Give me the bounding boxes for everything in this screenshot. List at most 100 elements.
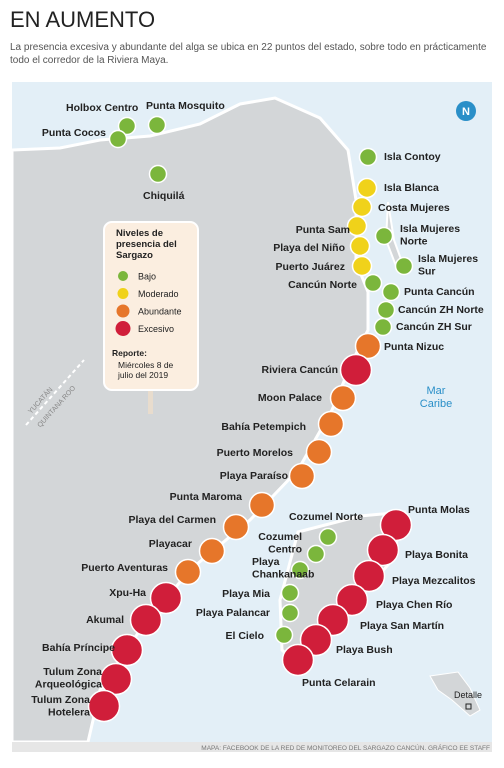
sargazo-point	[346, 215, 368, 237]
mexico-detail	[429, 671, 481, 717]
sargazo-point	[329, 384, 357, 412]
sargazo-point	[87, 689, 121, 723]
sargazo-point	[363, 273, 383, 293]
sargazo-point	[306, 544, 326, 564]
point-label-line: Punta Nizuc	[384, 341, 444, 353]
sargazo-point	[335, 583, 369, 617]
sargazo-point	[274, 625, 294, 645]
point-label-line: Puerto Juárez	[276, 261, 345, 273]
point-label: Costa Mujeres	[378, 202, 450, 214]
point-label-line: Playa del Carmen	[128, 514, 216, 526]
sargazo-point	[394, 256, 414, 276]
point-label: Isla Blanca	[384, 182, 439, 194]
legend-box	[103, 221, 199, 391]
legend-label: Abundante	[138, 307, 182, 317]
point-label-line: Punta Mosquito	[146, 100, 225, 112]
point-label-line: Cancún Norte	[288, 279, 357, 291]
point-label: Playa Paraíso	[220, 470, 288, 482]
point-label: Xpu-Ha	[109, 587, 146, 599]
point-label-line: Playa Mia	[222, 588, 270, 600]
report-text: Miércoles 8 de julio del 2019	[117, 360, 174, 380]
point-label-line: Puerto Morelos	[217, 447, 294, 459]
point-label: Bahía Petempich	[221, 421, 306, 433]
sargazo-point	[147, 115, 167, 135]
sargazo-point	[222, 513, 250, 541]
point-label: Isla Mujeres Sur	[418, 253, 478, 278]
sargazo-point	[373, 317, 393, 337]
point-label-line: Playa del Niño	[273, 242, 345, 254]
sargazo-point	[290, 560, 310, 580]
point-label-line: Bahía Petempich	[221, 421, 306, 433]
point-label-line: Punta Cancún	[404, 286, 475, 298]
sargazo-point	[356, 177, 378, 199]
sea-label: Mar Caribe	[420, 385, 452, 410]
point-label: Punta Molas	[408, 504, 470, 516]
point-label: Punta Nizuc	[384, 341, 444, 353]
sargazo-point	[99, 662, 133, 696]
sargazo-point	[358, 147, 378, 167]
legend-title: Niveles de presencia del Sargazo	[116, 228, 177, 261]
point-label-line: Playa	[252, 556, 280, 568]
point-label-line: Isla Mujeres	[418, 253, 478, 265]
point-label: Playa Mezcalitos	[392, 575, 476, 587]
sargazo-point	[149, 581, 183, 615]
point-label-line: Isla Mujeres	[400, 223, 460, 235]
point-label-line: Tulum Zona	[43, 666, 102, 678]
sargazo-point	[108, 129, 128, 149]
point-label: Cancún ZH Sur	[396, 321, 472, 333]
point-label-line: Punta Cocos	[42, 127, 106, 139]
point-label: Punta Cocos	[42, 127, 106, 139]
compass	[456, 101, 476, 121]
point-label-line: Playa San Martín	[360, 620, 444, 632]
sargazo-point	[174, 558, 202, 586]
sargazo-point	[376, 300, 396, 320]
point-label: Bahía Príncipe	[42, 642, 115, 654]
point-label: Chiquilá	[143, 190, 185, 202]
legend-label: Bajo	[138, 272, 156, 282]
point-label: Playa Chankanaab	[252, 556, 314, 581]
point-label: Moon Palace	[258, 392, 322, 404]
point-label: Playa Palancar	[196, 607, 270, 619]
sargazo-point	[148, 164, 168, 184]
point-label-line: Playa Bonita	[405, 549, 468, 561]
sargazo-point	[280, 603, 300, 623]
point-label-line: Sur	[418, 266, 436, 278]
point-label: Tulum Zona Hotelera	[31, 694, 90, 719]
point-label: Isla Mujeres Norte	[400, 223, 460, 248]
subtitle: La presencia excesiva y abundante del al…	[10, 42, 487, 66]
point-label-line: Punta Celarain	[302, 677, 376, 689]
point-label: Playa Chen Río	[376, 599, 452, 611]
point-label-line: Playa Palancar	[196, 607, 270, 619]
point-label-line: Hotelera	[48, 707, 90, 719]
legend-swatch	[117, 288, 129, 299]
sargazo-point	[110, 633, 144, 667]
legend-items: Bajo Moderado Abundante Excesivo	[115, 271, 182, 336]
point-label: Punta Cancún	[404, 286, 475, 298]
point-label: Playa Mia	[222, 588, 270, 600]
point-label-line: Centro	[268, 544, 302, 556]
point-label-line: Playacar	[149, 538, 192, 550]
report-label: Reporte:	[112, 348, 147, 358]
point-label-line: Costa Mujeres	[378, 202, 450, 214]
point-label-line: Cancún ZH Sur	[396, 321, 472, 333]
points: Holbox Centro Punta Mosquito Punta Cocos Ch…	[31, 100, 484, 723]
legend-label: Excesivo	[138, 324, 174, 334]
point-label-line: Puerto Aventuras	[81, 562, 168, 574]
point-label-line: Playa Mezcalitos	[392, 575, 476, 587]
sargazo-point	[352, 559, 386, 593]
title: EN AUMENTO	[10, 7, 155, 32]
detail-label: Detalle	[454, 690, 482, 700]
point-label-line: Playa Chen Río	[376, 599, 452, 611]
state-border	[25, 359, 85, 426]
point-label: Akumal	[86, 614, 124, 626]
sargazo-point	[281, 643, 315, 677]
point-label: Punta Celarain	[302, 677, 376, 689]
point-label: Playacar	[149, 538, 192, 550]
legend-swatch	[115, 321, 131, 336]
sargazo-point	[288, 462, 316, 490]
footer-credit: MAPA: FACEBOOK DE LA RED DE MONITOREO DE…	[201, 743, 490, 752]
sargazo-point	[117, 116, 137, 136]
point-label-line: Playa Paraíso	[220, 470, 288, 482]
point-label-line: Cancún ZH Norte	[398, 304, 484, 316]
